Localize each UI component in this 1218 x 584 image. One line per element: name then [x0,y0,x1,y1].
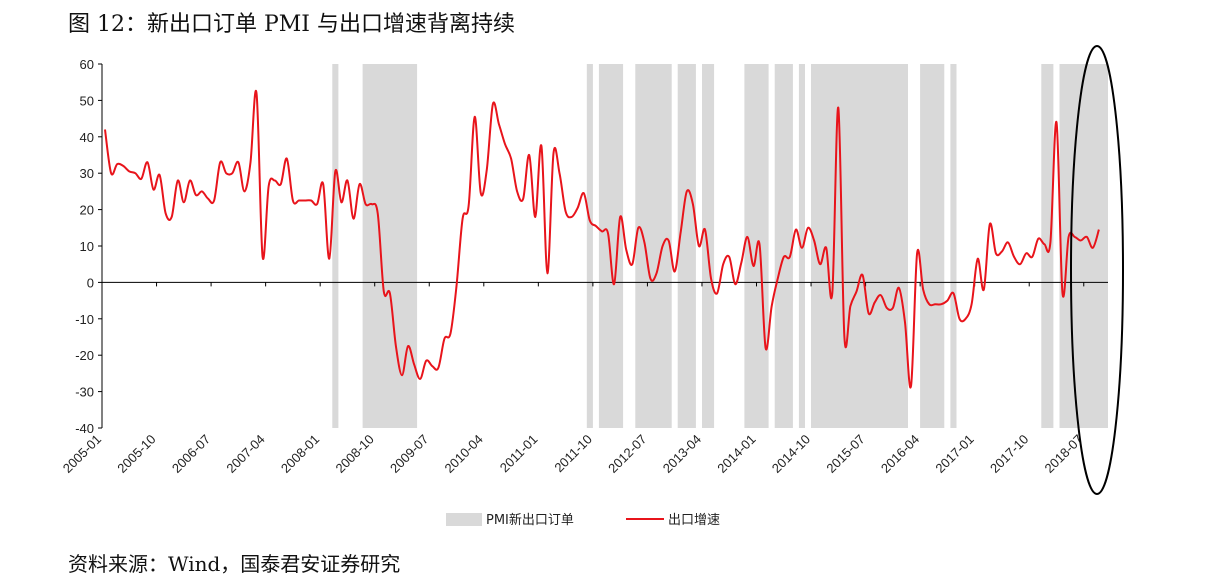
y-tick-label: 50 [80,93,94,108]
x-tick-label: 2016-04 [878,432,922,476]
pmi-shade-band [677,64,696,428]
y-tick-label: -20 [75,348,94,363]
figure-source: 资料来源：Wind，国泰君安证券研究 [68,552,401,576]
shaded-periods [332,64,1108,428]
x-tick-label: 2017-01 [932,432,976,476]
y-tick-label: -10 [75,312,94,327]
y-tick-label: -30 [75,385,94,400]
x-tick-label: 2006-07 [169,432,213,476]
y-tick-label: 0 [87,275,94,290]
y-tick-label: 20 [80,203,94,218]
legend-label-export: 出口增速 [668,513,720,528]
y-tick-label: 60 [80,57,94,72]
pmi-shade-band [586,64,593,428]
x-tick-label: 2008-01 [278,432,322,476]
x-tick-label: 2014-01 [714,432,758,476]
pmi-shade-band [811,64,908,428]
pmi-shade-band [635,64,672,428]
figure-title: 图 12：新出口订单 PMI 与出口增速背离持续 [68,12,515,37]
legend-label-pmi: PMI新出口订单 [486,512,574,528]
pmi-shade-band [798,64,805,428]
chart: 60 50 40 30 20 10 0 -10 -20 -30 -40 2005-01 2005-10… [60,45,1124,528]
pmi-shade-band [920,64,945,428]
y-tick-label: 40 [80,130,94,145]
pmi-shade-band [598,64,624,428]
y-tick-label: -40 [75,421,94,436]
x-tick-label: 2005-01 [60,432,104,476]
legend-swatch-pmi [446,513,482,526]
y-tick-label: 30 [80,166,94,181]
x-tick-label: 2015-07 [823,432,867,476]
x-tick-label: 2008-10 [332,432,376,476]
pmi-shade-band [1041,64,1054,428]
x-tick-label: 2007-04 [223,432,267,476]
x-tick-label: 2012-07 [605,432,649,476]
x-tick-label: 2005-10 [114,432,158,476]
x-tick-label: 2017-10 [987,432,1031,476]
export-growth-line [104,89,1100,389]
highlight-ellipse [1070,45,1124,495]
x-tick-label: 2013-04 [660,432,704,476]
pmi-shade-band [362,64,418,428]
pmi-shade-band [950,64,957,428]
legend: PMI新出口订单 出口增速 [446,512,720,528]
x-tick-label: 2010-04 [442,432,486,476]
pmi-shade-band [332,64,339,428]
x-tick-labels: 2005-01 2005-10 2006-07 2007-04 2008-01 2008-… [60,432,1086,476]
pmi-shade-band [774,64,793,428]
x-tick-label: 2014-10 [769,432,813,476]
x-tick-label: 2011-10 [551,432,595,476]
x-tick-label: 2009-07 [387,432,431,476]
export-growth-line-group [104,89,1100,389]
x-tick-label: 2011-01 [497,432,541,476]
y-tick-label: 10 [80,239,94,254]
axes: 60 50 40 30 20 10 0 -10 -20 -30 -40 [75,57,1108,436]
